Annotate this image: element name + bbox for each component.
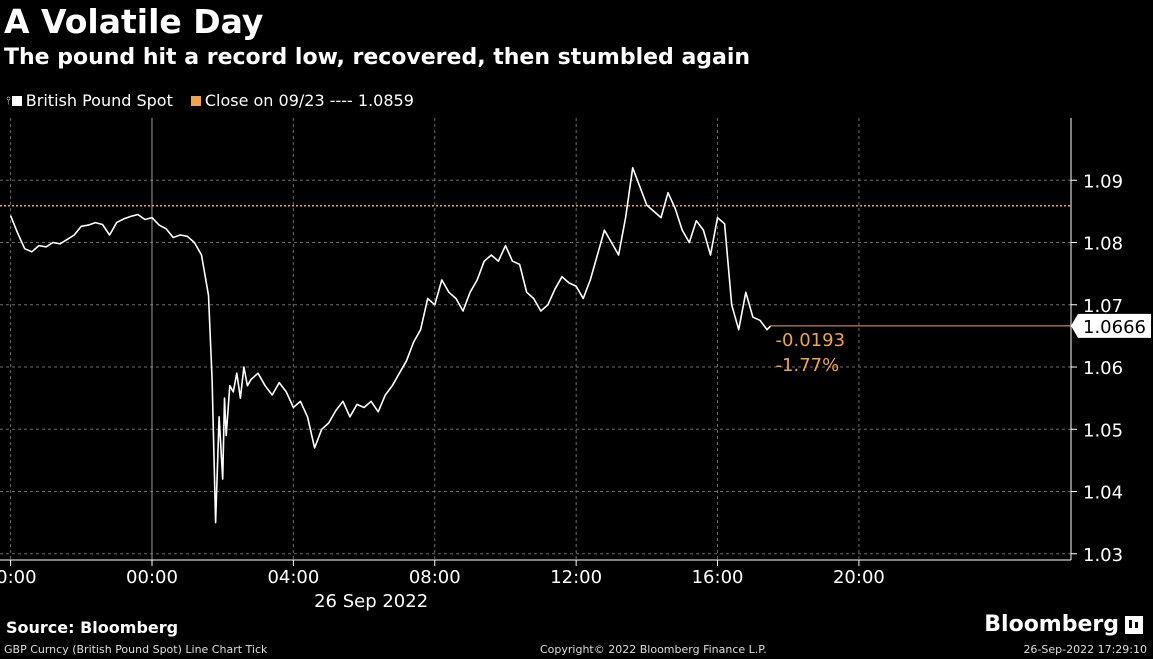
x-tick-label: 20:00 (833, 567, 885, 588)
source-label: Source: Bloomberg (6, 618, 179, 637)
change-label: -0.0193 (776, 330, 845, 351)
legend-series-label: British Pound Spot (25, 91, 173, 110)
y-tick-label: 1.07 (1083, 296, 1123, 317)
timestamp: 26-Sep-2022 17:29:10 (1023, 643, 1147, 656)
change-pct-label: -1.77% (776, 355, 840, 376)
copyright: Copyright© 2022 Bloomberg Finance L.P. (540, 643, 767, 656)
series-swatch (11, 95, 22, 106)
y-tick-label: 1.03 (1083, 545, 1123, 566)
close-swatch (190, 95, 201, 106)
y-tick-label: 1.08 (1083, 234, 1123, 255)
legend-item-series: ⫯ British Pound Spot (6, 91, 173, 110)
last-value-label: 1.0666 (1083, 317, 1146, 338)
y-tick-label: 1.04 (1083, 483, 1123, 504)
chart-subtitle: The pound hit a record low, recovered, t… (4, 45, 751, 70)
legend: ⫯ British Pound Spot Close on 09/23 ----… (6, 91, 432, 110)
series-line-british-pound-spot (9, 167, 772, 524)
y-tick-label: 1.06 (1083, 358, 1123, 379)
chart-title: A Volatile Day (4, 2, 264, 41)
y-tick-label: 1.09 (1083, 171, 1123, 192)
last-value-tag (1071, 313, 1151, 338)
legend-close-label: Close on 09/23 ---- 1.0859 (204, 91, 414, 110)
x-tick-label: 00:00 (126, 567, 178, 588)
legend-item-close: Close on 09/23 ---- 1.0859 (190, 91, 414, 110)
bloomberg-terminal-icon (1125, 615, 1143, 634)
x-tick-label: 04:00 (267, 567, 319, 588)
x-tick-label: 12:00 (550, 567, 602, 588)
x-tick-label: 08:00 (409, 567, 461, 588)
x-tick-label: 20:00 (0, 567, 37, 588)
y-tick-label: 1.05 (1083, 420, 1123, 441)
bloomberg-logo: Bloomberg (984, 612, 1143, 637)
brand-label: Bloomberg (984, 612, 1119, 637)
chart-description: GBP Curncy (British Pound Spot) Line Cha… (4, 643, 268, 656)
pin-icon: ⫯ (6, 93, 11, 107)
x-date-label: 26 Sep 2022 (314, 591, 428, 612)
x-tick-label: 16:00 (692, 567, 744, 588)
